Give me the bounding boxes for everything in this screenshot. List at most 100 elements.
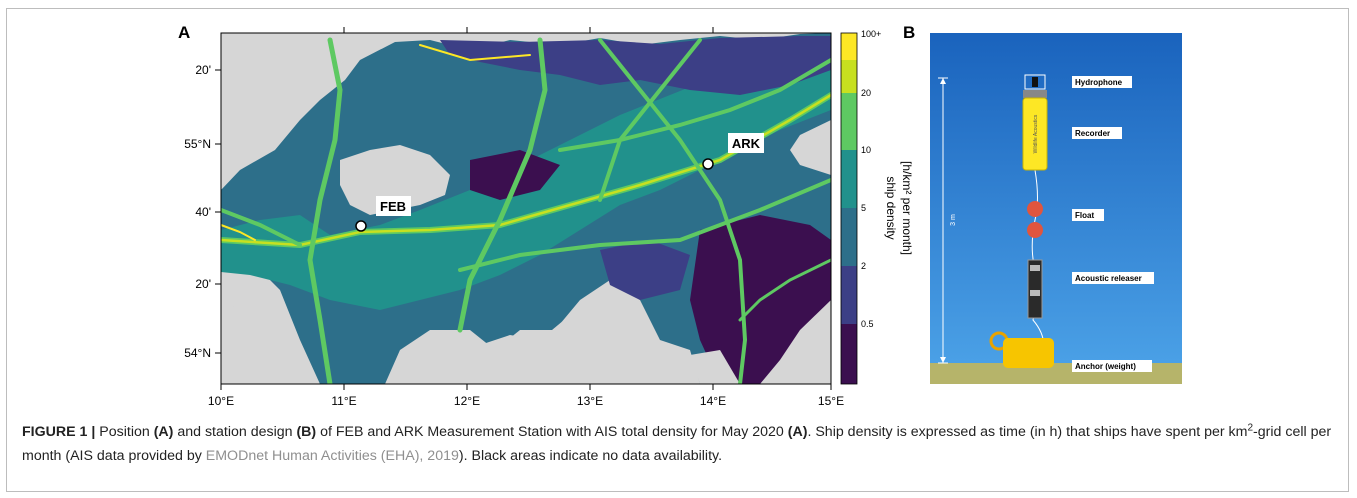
station-marker [355,220,367,232]
recorder-cap [1023,90,1047,98]
caption-text: -grid cell per month (AIS data provided … [22,424,1332,464]
lon-tick-label: 11°E [331,394,356,408]
map-ticks [215,27,832,390]
float-upper [1027,201,1043,217]
colorbar-tick-label: 10 [861,145,871,155]
caption-text: . Ship density is expressed as time (in … [807,424,1248,440]
shipping-lane [419,44,531,62]
station-label: ARK [732,136,761,151]
land-area [390,300,700,384]
colorbar-border [840,32,858,385]
hydrophone-cage [1024,74,1046,90]
ship-density-map: 20' 55°N 40' 20' 54°N 10°E 11°E 12°E 13°… [184,27,844,408]
land-area [340,145,450,215]
figure-graphics: 20' 55°N 40' 20' 54°N 10°E 11°E 12°E 13°… [178,23,1182,408]
colorbar-tick-label: 100+ [861,29,881,39]
longitude-tick-labels: 10°E 11°E 12°E 13°E 14°E 15°E [208,394,844,408]
mooring-label-float: Float [1075,211,1094,220]
station-feb: FEB [355,196,411,232]
colorbar-tick-label: 5 [861,203,866,213]
label-box [1072,127,1122,139]
caption-panel-ref: (A) [787,424,808,440]
shipping-lane [457,37,548,333]
shipping-lane [738,258,831,322]
shipping-lane [221,208,302,247]
sea-area [440,36,831,95]
water-column [930,33,1182,363]
figure-caption: FIGURE 1 | Position (A) and station desi… [22,420,1332,468]
latitude-tick-labels: 20' 55°N 40' 20' 54°N [184,63,211,360]
sea-area [600,240,690,300]
label-box [1072,209,1104,221]
caption-text: and station design [173,424,297,440]
lon-tick-label: 15°E [818,394,844,408]
colorbar-segment [841,150,857,208]
caption-text: ). Black areas indicate no data availabi… [458,448,723,464]
station-ark: ARK [702,133,764,170]
shipping-lane [598,38,702,202]
lat-tick-label: 54°N [184,346,211,360]
colorbar-tick-labels: 100+ 20 10 5 2 0.5 [861,29,881,329]
shipping-lane [598,38,748,384]
land-area [221,300,280,384]
caption-citation-link[interactable]: EMODnet Human Activities (EHA), 2019 [205,448,459,464]
caption-superscript: 2 [1247,422,1254,434]
colorbar: 100+ 20 10 5 2 0.5 ship density [h/km² p… [840,29,914,385]
mooring-label-hydrophone: Hydrophone [1075,78,1123,87]
station-label-box [376,196,411,216]
acoustic-releaser [1027,259,1043,319]
colorbar-segment [841,208,857,266]
caption-panel-ref: (A) [153,424,174,440]
caption-text: of FEB and ARK Measurement Station with … [316,424,788,440]
colorbar-label-line2: [h/km² per month] [900,161,914,255]
colorbar-label-line1: ship density [884,176,898,239]
land-area [690,350,740,384]
panel-letter-a: A [178,23,190,42]
label-box [1072,272,1154,284]
lon-tick-label: 12°E [454,394,480,408]
colorbar-segment [841,33,857,60]
land-area [790,120,831,175]
station-label-box [728,133,764,153]
recorder [1022,97,1048,171]
shipping-lane [458,178,831,272]
station-marker [702,158,714,170]
map-border [220,32,832,385]
caption-figure-label: FIGURE 1 | [22,424,96,440]
mooring-label-anchor: Anchor (weight) [1075,362,1136,371]
colorbar-segment [841,93,857,150]
lon-tick-label: 13°E [577,394,603,408]
lon-tick-label: 10°E [208,394,234,408]
hydrophone [1032,77,1038,87]
recorder-brand: Wildlife Acoustics [1033,114,1039,153]
shipping-lane [307,37,343,384]
colorbar-tick-label: 0.5 [861,319,874,329]
land-area [221,33,300,100]
shipping-lane [558,58,831,152]
colorbar-segment [841,60,857,93]
caption-text: Position [95,424,154,440]
lat-tick-label: 20' [195,277,211,291]
colorbar-tick-label: 20 [861,88,871,98]
colorbar-segment [841,324,857,384]
colorbar-title: ship density [h/km² per month] [884,161,914,255]
label-box [1072,360,1152,372]
shipping-lane [221,224,256,241]
colorbar-tick-label: 2 [861,261,866,271]
height-label: 3 m [950,214,957,226]
mooring-labels: Hydrophone Recorder Float Acoustic relea… [1072,76,1154,372]
lat-tick-label: 55°N [184,137,211,151]
map-sea-areas [221,33,831,384]
lon-tick-label: 14°E [700,394,726,408]
mooring-diagram: 3 m Wildlife Acoustics Hydrophone Record… [930,33,1182,384]
station-label: FEB [380,199,406,214]
anchor-weight [1003,338,1054,368]
mooring-label-recorder: Recorder [1075,129,1110,138]
float-lower [1027,222,1043,238]
colorbar-segment [841,266,857,324]
lat-tick-label: 20' [195,63,211,77]
sea-area [470,150,560,200]
panel-letter-b: B [903,23,915,42]
caption-panel-ref: (B) [296,424,317,440]
mooring-label-releaser: Acoustic releaser [1075,274,1142,283]
